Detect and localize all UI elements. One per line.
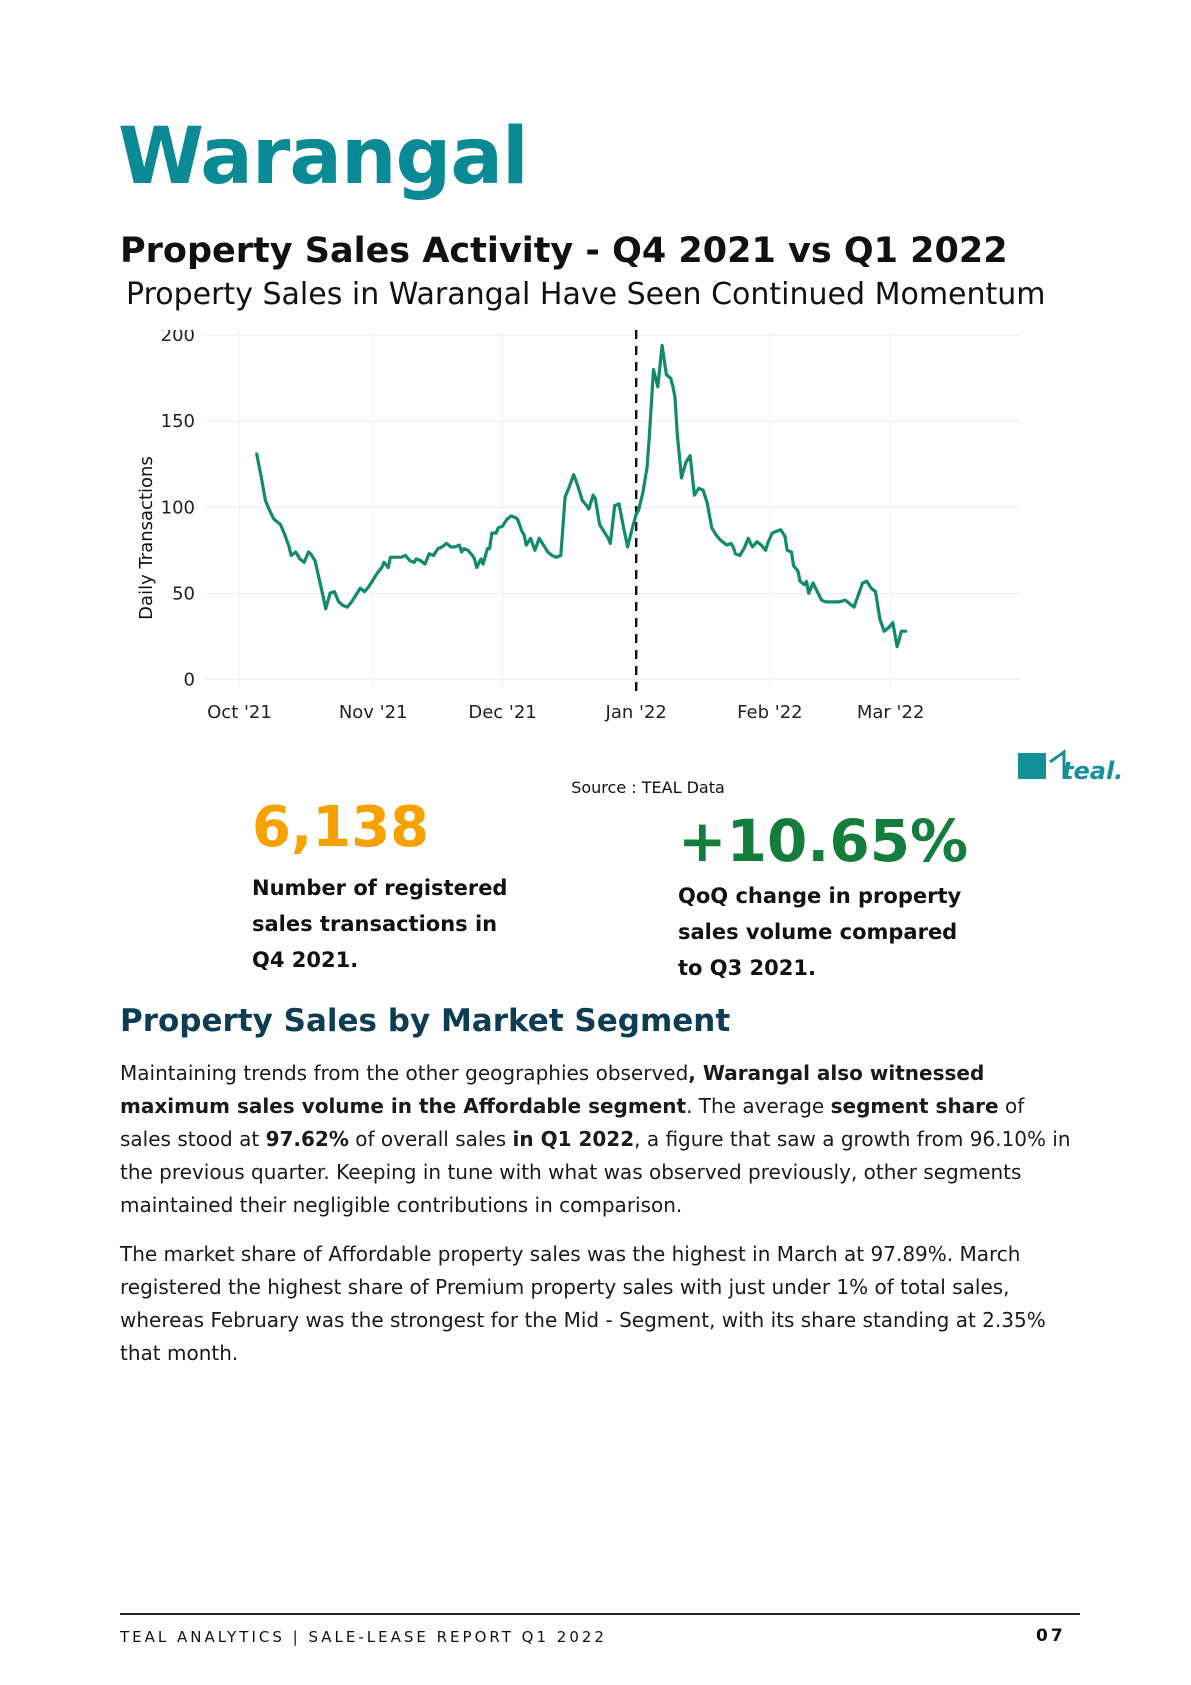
y-axis-ticks: 0 50 100 150 200 — [161, 330, 195, 690]
y-tick-label: 50 — [172, 583, 195, 604]
x-tick-label: Oct '21 — [207, 702, 272, 723]
para-text: . The average — [686, 1094, 831, 1118]
x-tick-label: Nov '21 — [339, 702, 408, 723]
y-tick-label: 150 — [161, 411, 195, 432]
teal-logo-text: teal. — [1062, 757, 1123, 785]
x-tick-label: Feb '22 — [737, 702, 802, 723]
paragraph-market-segment: Maintaining trends from the other geogra… — [120, 1057, 1080, 1222]
page-subtitle: Property Sales Activity - Q4 2021 vs Q1 … — [120, 231, 1008, 271]
page-number: 07 — [1036, 1626, 1066, 1646]
stat-q4-transactions-label: Number of registered sales transactions … — [252, 876, 508, 972]
series-line-daily-transactions — [255, 343, 908, 649]
chart-title: Property Sales in Warangal Have Seen Con… — [126, 277, 1046, 312]
para-text: of sales stood at — [120, 1094, 1025, 1151]
y-axis-label: Daily Transactions — [136, 456, 157, 620]
para-bold: segment share — [830, 1094, 999, 1118]
para-text: of overall sales — [348, 1127, 513, 1151]
x-tick-label: Jan '22 — [605, 702, 667, 723]
chart-source: Source : TEAL Data — [571, 778, 725, 797]
para-bold: in Q1 2022 — [512, 1127, 635, 1151]
para-bold: , Warangal also witnessed maximum sales … — [120, 1061, 985, 1118]
para-text: , a figure that saw a growth from 96.10%… — [120, 1127, 1071, 1217]
chart-grid — [205, 330, 1020, 688]
teal-logo: teal. — [1018, 749, 1123, 785]
para-bold: 97.62% — [265, 1127, 349, 1151]
paragraph-market-share: The market share of Affordable property … — [120, 1242, 1046, 1365]
daily-transactions-chart: 0 50 100 150 200 Oct '21 Nov '21 Dec '21 Jan '2… — [136, 330, 1123, 797]
section-heading: Property Sales by Market Segment — [120, 1003, 731, 1039]
para-text: Maintaining trends from the other geogra… — [120, 1061, 689, 1085]
x-tick-label: Dec '21 — [468, 702, 536, 723]
page-title: Warangal — [118, 112, 529, 202]
footer-divider — [120, 1613, 1080, 1615]
footer-report-title: TEAL ANALYTICS | SALE-LEASE REPORT Q1 20… — [120, 1628, 607, 1646]
x-tick-label: Mar '22 — [857, 702, 925, 723]
x-axis-ticks: Oct '21 Nov '21 Dec '21 Jan '22 Feb '22 Mar '… — [207, 702, 924, 723]
stat-q4-transactions-value: 6,138 — [252, 795, 430, 860]
y-tick-label: 0 — [184, 669, 195, 690]
y-tick-label: 200 — [161, 330, 195, 346]
stat-qoq-change-label: QoQ change in property sales volume comp… — [678, 884, 962, 980]
stat-qoq-change-value: +10.65% — [678, 807, 969, 875]
y-tick-label: 100 — [161, 497, 195, 518]
